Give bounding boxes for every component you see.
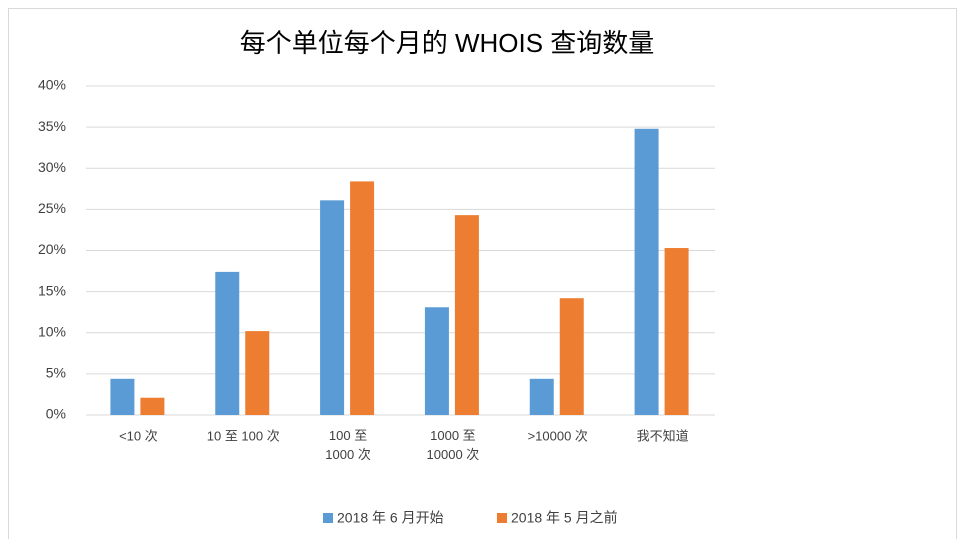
x-tick-label: >10000 次 [528,428,588,443]
legend-label: 2018 年 6 月开始 [337,510,444,526]
bar [350,181,375,415]
bar [634,128,659,415]
bar [215,271,240,415]
bar [559,298,584,415]
bar [320,200,345,415]
y-tick-label: 30% [38,159,66,175]
y-tick-label: 40% [38,77,66,93]
y-tick-label: 15% [38,282,66,298]
y-tick-label: 35% [38,118,66,134]
bar [529,378,554,415]
x-tick-label: 1000 至 10000 次 [427,428,480,462]
bar [454,215,479,415]
bar [140,397,165,415]
x-tick-label: 100 至 1000 次 [325,428,371,462]
y-tick-label: 10% [38,323,66,339]
y-tick-label: 5% [46,365,66,381]
bar [245,331,270,415]
bar [664,248,689,415]
x-tick-label: <10 次 [119,428,158,443]
y-tick-label: 0% [46,406,66,422]
legend-swatch [323,513,333,523]
x-tick-label: 我不知道 [637,428,689,443]
x-tick-label: 10 至 100 次 [207,428,280,443]
y-tick-label: 20% [38,241,66,257]
legend-label: 2018 年 5 月之前 [511,510,618,526]
chart-frame [8,8,957,539]
bar [110,378,135,415]
bar [424,307,449,415]
legend-swatch [497,513,507,523]
y-tick-label: 25% [38,200,66,216]
chart-title: 每个单位每个月的 WHOIS 查询数量 [240,28,655,58]
